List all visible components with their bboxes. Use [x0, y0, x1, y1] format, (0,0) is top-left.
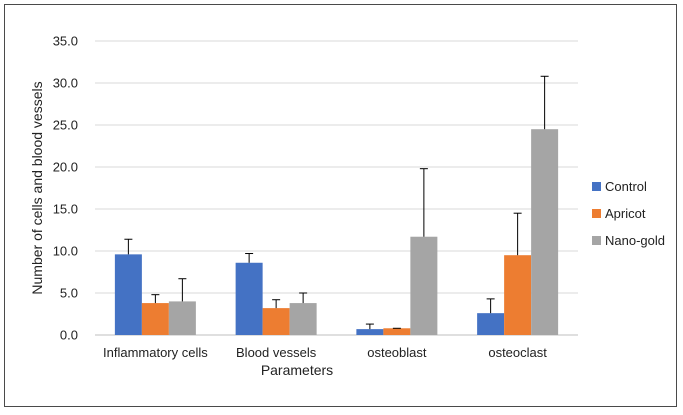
bar: [235, 262, 263, 335]
y-tick-label: 20.0: [53, 160, 78, 175]
bar: [504, 255, 532, 335]
y-tick-label: 25.0: [53, 118, 78, 133]
bars: [114, 129, 559, 335]
bar: [289, 303, 317, 335]
y-tick-label: 30.0: [53, 76, 78, 91]
error-bars: [124, 75, 549, 330]
y-tick-label: 35.0: [53, 34, 78, 49]
x-tick-label: Blood vessels: [236, 345, 317, 360]
y-tick-label: 10.0: [53, 244, 78, 259]
bar: [262, 308, 290, 335]
y-tick-label: 15.0: [53, 202, 78, 217]
bar: [477, 313, 505, 335]
y-tick-label: 5.0: [60, 286, 78, 301]
x-axis-ticks: Inflammatory cells Blood vessels osteoblas…: [103, 345, 547, 360]
legend-swatch: [592, 182, 601, 191]
bar: [114, 254, 142, 335]
y-tick-label: 0.0: [60, 328, 78, 343]
y-axis-title: Number of cells and blood vessels: [29, 81, 45, 294]
x-tick-label: Inflammatory cells: [103, 345, 208, 360]
bar: [141, 303, 169, 335]
bar: [383, 328, 411, 335]
x-tick-label: osteoclast: [488, 345, 547, 360]
legend-swatch: [592, 236, 601, 245]
legend-swatch: [592, 209, 601, 218]
chart-frame: [4, 4, 677, 407]
y-axis-ticks: 0.0 5.0 10.0 15.0 20.0 25.0 30.0 35.0: [53, 34, 78, 343]
bar: [356, 329, 384, 335]
bar: [168, 301, 196, 335]
legend-label: Nano-gold: [605, 233, 665, 248]
x-tick-label: osteoblast: [367, 345, 427, 360]
bar: [531, 129, 559, 335]
legend: Control Apricot Nano-gold: [592, 179, 665, 248]
legend-label: Apricot: [605, 206, 646, 221]
bar: [410, 236, 438, 335]
legend-label: Control: [605, 179, 647, 194]
x-axis-title: Parameters: [261, 362, 333, 378]
